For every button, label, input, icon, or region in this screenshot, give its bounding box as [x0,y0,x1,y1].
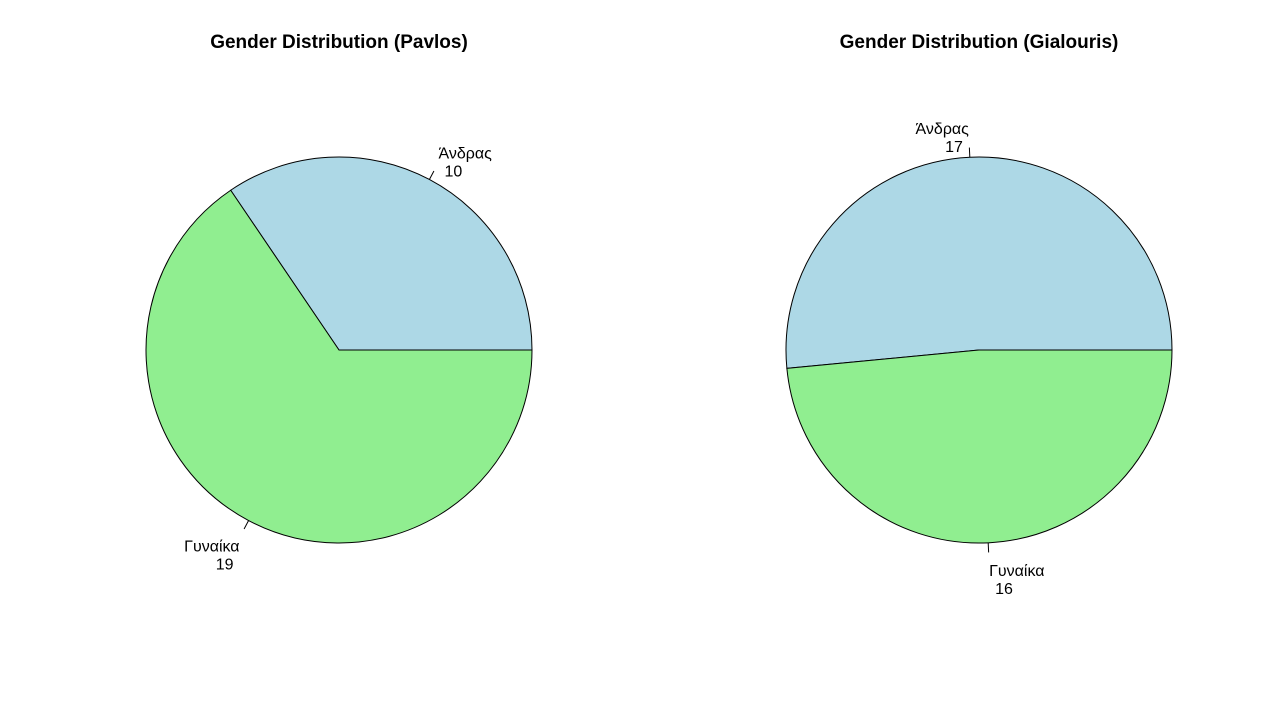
pie-slice [786,349,1173,544]
slice-category-label: Γυναίκα [989,563,1044,580]
label-leader-line [428,170,435,180]
pie-slice [145,189,533,544]
chart-title: Gender Distribution (Pavlos) [210,32,468,53]
label-leader-line [243,520,250,530]
slice-value-label: 19 [216,557,234,574]
slice-value-label: 10 [444,163,462,180]
slice-category-label: Άνδρας [438,145,492,162]
pie-slice [229,156,533,351]
slice-value-label: 17 [945,139,963,156]
slice-value-label: 16 [995,581,1013,598]
pie-chart-gialouris: Gender Distribution (Gialouris) Άνδρας17… [785,32,1173,598]
slice-category-label: Άνδρας [916,121,970,138]
chart-title: Gender Distribution (Gialouris) [840,32,1119,53]
slice-category-label: Γυναίκα [184,539,239,556]
pie-slice [785,156,1173,369]
